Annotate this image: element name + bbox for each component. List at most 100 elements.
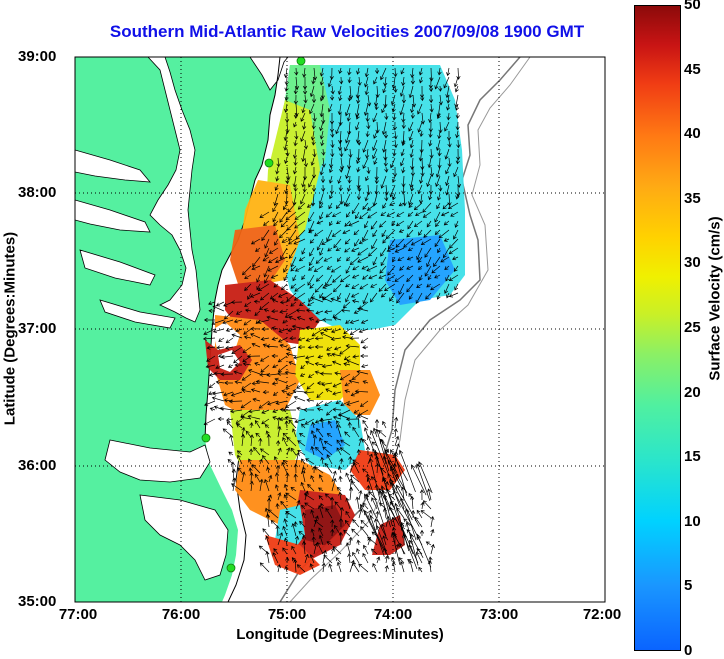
velocity-arrow <box>263 265 270 278</box>
velocity-arrow <box>354 389 369 394</box>
velocity-arrow <box>314 283 324 293</box>
velocity-arrow <box>345 510 351 519</box>
velocity-arrow <box>365 148 370 159</box>
velocity-arrow <box>290 447 297 456</box>
velocity-arrow <box>264 478 270 492</box>
velocity-arrow <box>315 446 324 456</box>
velocity-arrow <box>330 265 342 273</box>
velocity-arrow <box>434 211 441 223</box>
velocity-arrow <box>363 103 369 116</box>
velocity-arrow <box>240 400 252 409</box>
velocity-arrow <box>389 481 401 508</box>
velocity-arrow <box>358 508 363 519</box>
velocity-arrow <box>345 166 351 180</box>
velocity-arrow <box>410 112 415 119</box>
velocity-arrow <box>283 130 288 142</box>
velocity-arrow <box>438 184 443 192</box>
velocity-arrow <box>356 94 361 104</box>
velocity-arrow <box>287 202 297 213</box>
velocity-arrow <box>348 536 353 546</box>
velocity-arrow <box>344 220 351 227</box>
velocity-arrow <box>408 292 414 300</box>
station-markers <box>201 57 306 573</box>
velocity-arrow <box>237 454 243 465</box>
velocity-arrow <box>249 434 254 447</box>
velocity-arrow <box>418 265 423 271</box>
velocity-arrow <box>259 211 270 218</box>
velocity-arrow <box>420 94 425 102</box>
velocity-arrow <box>417 121 423 133</box>
velocity-arrow <box>301 470 306 483</box>
velocity-arrow <box>336 486 342 492</box>
velocity-arrow <box>435 166 441 178</box>
velocity-arrow <box>380 292 387 298</box>
velocity-arrow <box>373 130 378 139</box>
x-tick-label: 73:00 <box>479 606 519 623</box>
station-marker <box>296 57 306 66</box>
velocity-arrow <box>337 175 342 184</box>
velocity-arrow <box>407 220 414 230</box>
velocity-arrow <box>363 544 369 555</box>
velocity-arrow <box>396 211 405 217</box>
velocity-arrow <box>293 238 306 245</box>
velocity-arrow <box>352 354 360 359</box>
velocity-arrow <box>252 256 261 268</box>
velocity-arrow <box>279 343 288 348</box>
velocity-arrow <box>410 238 423 246</box>
velocity-arrow <box>376 556 381 564</box>
velocity-arrow <box>356 370 369 375</box>
velocity-arrow <box>390 532 401 565</box>
velocity-arrow <box>406 274 414 283</box>
velocity-arrow <box>309 247 315 257</box>
velocity-arrow <box>418 67 423 76</box>
x-tick-label: 77:00 <box>58 606 98 623</box>
velocity-arrow <box>295 452 300 465</box>
velocity-arrow <box>290 283 297 289</box>
velocity-arrow <box>358 328 369 334</box>
velocity-arrow <box>329 157 334 168</box>
bay-inlet-4 <box>99 299 176 329</box>
velocity-arrow <box>420 501 425 510</box>
velocity-arrow <box>284 420 289 429</box>
velocity-arrow <box>351 274 360 279</box>
velocity-arrow <box>293 558 298 573</box>
velocity-arrow <box>426 175 432 188</box>
velocity-arrow <box>345 202 351 207</box>
velocity-arrow <box>401 175 406 188</box>
y-tick-label: 36:00 <box>18 457 57 474</box>
velocity-arrow <box>259 301 270 311</box>
velocity-arrow <box>394 435 400 447</box>
velocity-arrow <box>349 256 360 266</box>
velocity-arrow <box>408 559 414 573</box>
velocity-arrow <box>256 283 261 291</box>
velocity-arrow <box>362 502 369 510</box>
velocity-arrow <box>296 564 306 573</box>
velocity-arrow <box>431 265 441 274</box>
velocity-arrow <box>236 450 243 456</box>
velocity-arrow <box>308 317 315 322</box>
velocity-arrow <box>258 400 270 409</box>
velocity-arrow <box>428 139 433 147</box>
velocity-arrow <box>368 247 378 257</box>
grid-lines <box>75 57 605 602</box>
velocity-arrow <box>267 400 279 406</box>
velocity-arrow <box>368 274 378 280</box>
velocity-arrow <box>342 301 351 309</box>
velocity-arrow <box>264 247 270 258</box>
velocity-arrow <box>347 76 352 84</box>
velocity-arrow <box>452 256 459 261</box>
velocity-arrow <box>356 548 361 555</box>
velocity-arrow <box>362 274 369 280</box>
velocity-arrow <box>319 166 324 176</box>
velocity-arrow <box>443 247 450 259</box>
velocity-arrow <box>346 256 351 262</box>
velocity-arrow <box>282 459 288 465</box>
velocity-arrow <box>390 157 396 169</box>
velocity-arrow <box>318 534 324 546</box>
velocity-arrow <box>351 247 360 252</box>
velocity-arrow <box>438 121 443 134</box>
velocity-arrow <box>282 525 288 537</box>
velocity-arrow <box>320 371 333 376</box>
velocity-arrow <box>428 130 433 138</box>
velocity-arrow <box>345 472 351 483</box>
